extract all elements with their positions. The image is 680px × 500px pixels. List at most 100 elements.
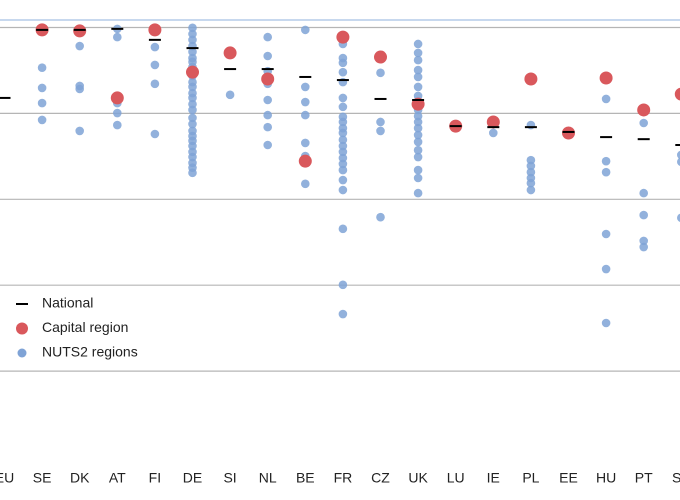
region-dot — [188, 35, 197, 45]
capital-dot — [637, 103, 651, 117]
region-dot — [413, 123, 423, 133]
region-dot — [188, 23, 197, 33]
region-dot — [601, 94, 611, 104]
region-dot — [376, 126, 385, 136]
region-dot — [37, 83, 47, 93]
region-dot — [338, 135, 348, 145]
region-dot — [263, 32, 273, 42]
legend-swatch — [17, 348, 27, 358]
region-dot — [263, 122, 273, 132]
region-dot — [188, 82, 197, 92]
x-tick-label: DK — [70, 470, 90, 486]
region-dot — [301, 25, 310, 35]
region-dot — [338, 117, 348, 127]
capital-dot — [486, 115, 500, 129]
x-tick-label: BE — [296, 470, 315, 486]
region-dot — [188, 113, 197, 123]
x-tick-label: NL — [259, 470, 277, 486]
region-dot — [601, 167, 611, 177]
region-dot — [188, 105, 197, 115]
legend-label: Capital region — [42, 319, 128, 335]
legend-label: NUTS2 regions — [42, 344, 138, 360]
region-dot — [263, 51, 273, 61]
region-dot — [150, 60, 160, 70]
region-dot — [601, 229, 611, 239]
region-dot — [639, 236, 648, 246]
region-dot — [526, 185, 536, 195]
region-dot — [225, 90, 235, 100]
x-tick-label: FI — [149, 470, 161, 486]
region-dot — [338, 102, 348, 112]
x-tick-label: SE — [33, 470, 52, 486]
region-dot — [639, 118, 648, 128]
region-dot — [376, 117, 385, 127]
region-dot — [413, 173, 423, 183]
capital-dot — [110, 91, 124, 105]
region-dot — [113, 120, 122, 130]
region-dot — [639, 188, 648, 198]
x-tick-label: CZ — [371, 470, 390, 486]
x-tick-label: EU — [0, 470, 14, 486]
capital-dot — [336, 30, 350, 44]
region-dot — [601, 156, 611, 166]
capital-dot — [374, 50, 387, 64]
region-dot — [37, 98, 47, 108]
region-dot — [150, 42, 160, 52]
region-dot — [150, 79, 160, 89]
region-dot — [677, 150, 680, 160]
capital-dot — [223, 46, 237, 60]
region-dot — [639, 242, 648, 252]
region-dot — [639, 210, 648, 220]
x-tick-label: PL — [522, 470, 539, 486]
region-dot — [188, 93, 197, 103]
region-dot — [376, 212, 385, 222]
region-dot — [677, 157, 680, 166]
region-dot — [413, 145, 423, 155]
region-dot — [338, 147, 348, 157]
region-dot — [413, 152, 423, 162]
region-dot — [301, 138, 310, 148]
region-dot — [113, 108, 122, 118]
x-tick-label: LU — [447, 470, 465, 486]
region-dot — [301, 97, 310, 107]
region-dot — [413, 72, 423, 82]
x-tick-label: FR — [334, 470, 353, 486]
region-dot — [37, 63, 47, 72]
region-dot — [413, 137, 423, 147]
region-dot — [526, 161, 536, 171]
region-dot — [338, 159, 348, 169]
capital-dot — [524, 72, 538, 86]
region-dot — [338, 67, 348, 77]
region-dot — [301, 179, 310, 189]
x-tick-label: SI — [223, 470, 236, 486]
region-dot — [413, 82, 423, 92]
capital-dot — [599, 71, 613, 85]
region-dot — [263, 95, 273, 105]
region-dot — [413, 65, 423, 75]
x-tick-label: EE — [559, 470, 578, 486]
region-dot — [376, 68, 385, 78]
legend-label: National — [42, 295, 93, 311]
region-dot — [301, 110, 310, 120]
x-tick-label: HU — [596, 470, 616, 486]
region-dot — [188, 47, 197, 57]
capital-dot — [148, 23, 162, 37]
region-dot — [601, 264, 611, 274]
region-dot — [413, 188, 423, 198]
region-dot — [677, 213, 680, 222]
capital-dot — [674, 87, 680, 101]
x-tick-label: SK — [672, 470, 680, 486]
region-dot — [413, 39, 423, 49]
region-dot — [338, 93, 348, 103]
x-tick-label: IE — [487, 470, 500, 486]
region-dot — [75, 126, 84, 136]
region-dot — [338, 165, 348, 175]
capital-dot — [261, 72, 275, 86]
region-dot — [37, 115, 47, 125]
region-dot — [413, 48, 423, 58]
region-dot — [150, 129, 160, 139]
region-dot — [489, 128, 498, 138]
x-tick-label: AT — [109, 470, 126, 486]
